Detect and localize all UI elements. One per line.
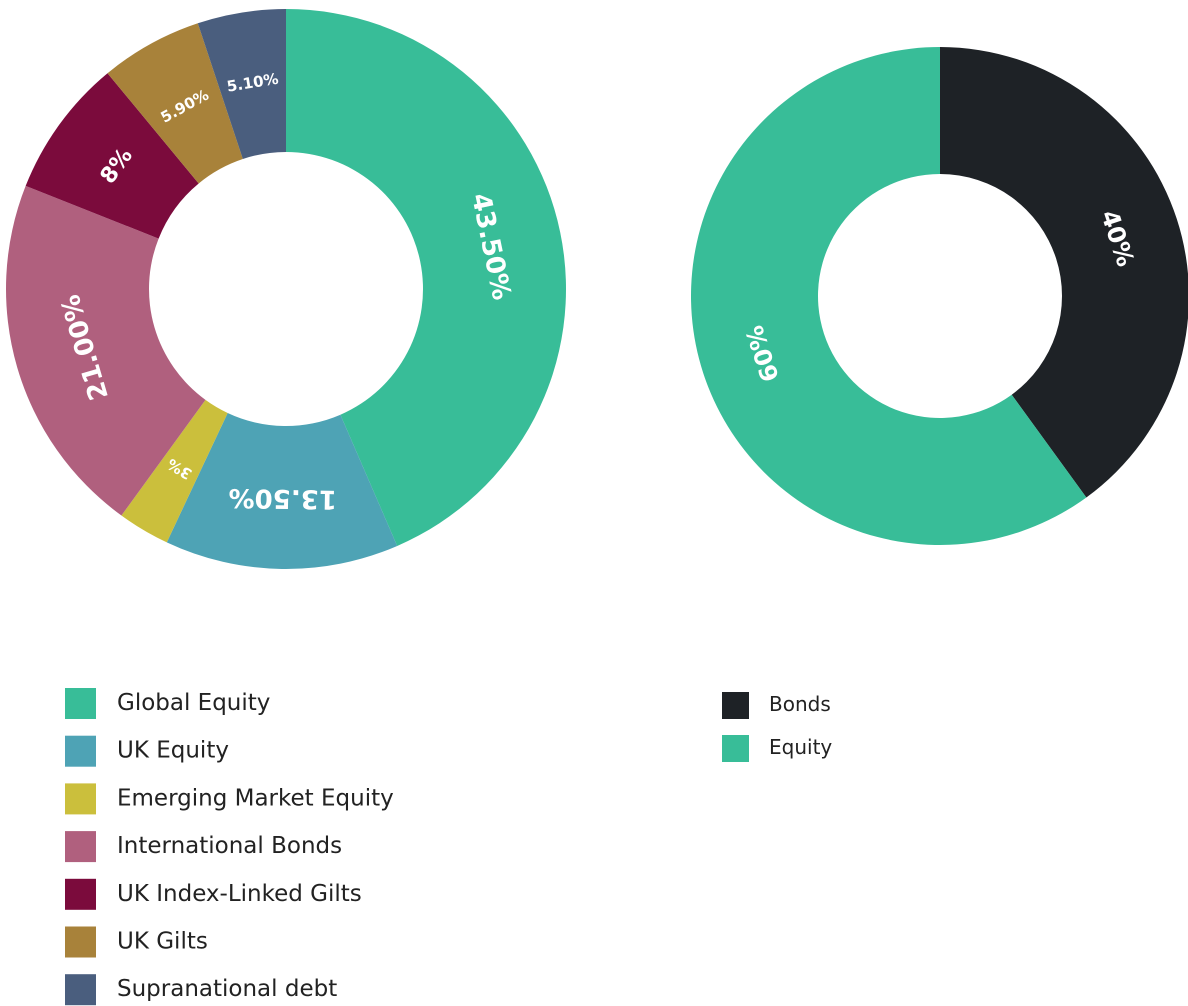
slice xyxy=(25,73,199,239)
slice xyxy=(197,9,286,159)
legend-swatch xyxy=(65,926,96,958)
legend-swatch xyxy=(65,831,96,863)
legend-label: International Bonds xyxy=(117,833,342,859)
legend-swatch xyxy=(65,735,96,767)
legend-swatch xyxy=(65,688,96,719)
legend-label: Supranational debt xyxy=(117,976,337,1002)
legend-swatch xyxy=(65,878,96,910)
legend-swatch xyxy=(65,974,96,1006)
slice xyxy=(940,47,1188,498)
legend-label: Global Equity xyxy=(117,690,270,716)
slice-label: 13.50% xyxy=(228,482,337,514)
slice xyxy=(690,47,1087,546)
slice xyxy=(107,23,243,184)
legend-label: UK Gilts xyxy=(117,929,208,955)
legend-label: UK Equity xyxy=(117,738,229,764)
legend-label: UK Index-Linked Gilts xyxy=(117,881,362,907)
slice xyxy=(121,399,228,543)
legend-swatch xyxy=(722,692,749,719)
slice xyxy=(5,185,206,516)
legend-swatch xyxy=(722,735,749,762)
legend-swatch xyxy=(65,783,96,815)
legend-label: Equity xyxy=(769,735,832,759)
legend-label: Bonds xyxy=(769,692,831,716)
slice xyxy=(286,9,566,546)
legend-label: Emerging Market Equity xyxy=(117,785,394,811)
slice xyxy=(166,412,398,570)
